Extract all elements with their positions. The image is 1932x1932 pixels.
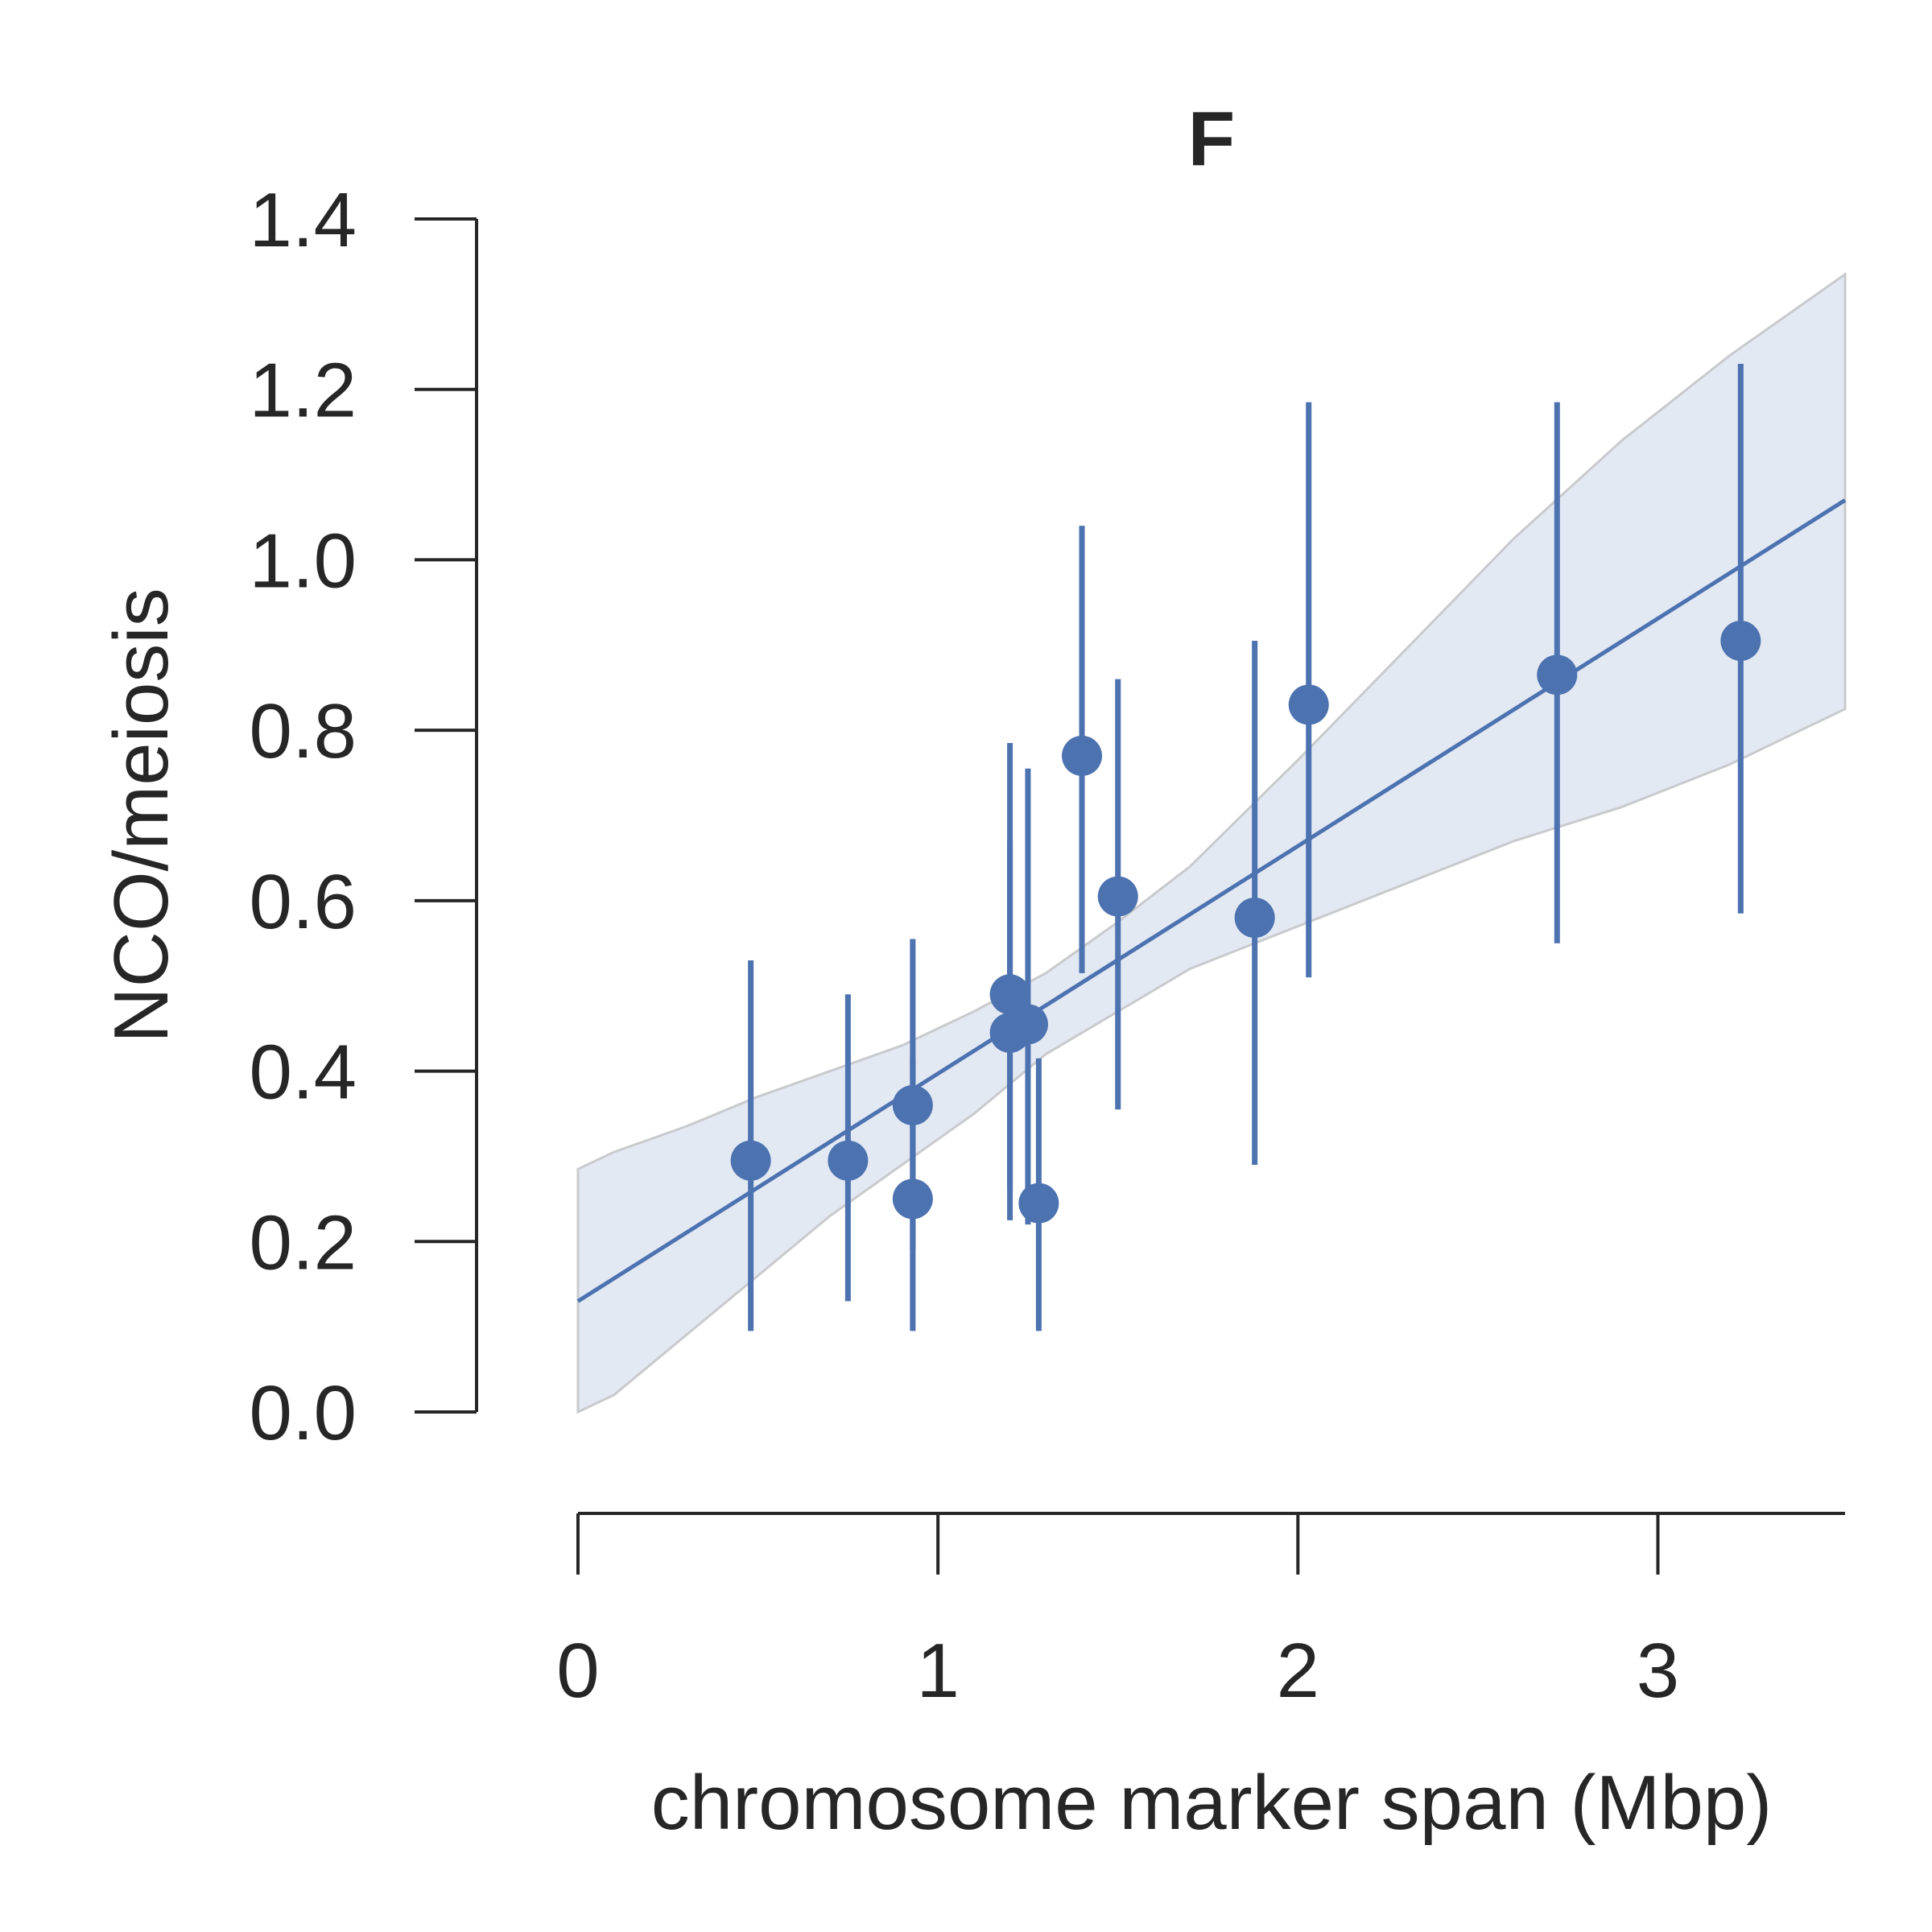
data-point-4 bbox=[892, 1179, 933, 1220]
y-tick-label: 1.4 bbox=[250, 177, 357, 263]
data-point-10 bbox=[1097, 876, 1138, 917]
y-tick-label: 0.4 bbox=[250, 1030, 357, 1116]
fit-line bbox=[576, 498, 1847, 1303]
x-tick-layer: 0 1 2 3 bbox=[556, 1513, 1679, 1714]
chart-title: F bbox=[1188, 96, 1236, 182]
x-tick-label: 3 bbox=[1637, 1628, 1679, 1714]
y-tick-label: 1.0 bbox=[250, 518, 357, 604]
data-point-3 bbox=[892, 1084, 933, 1125]
y-tick-label: 0.8 bbox=[250, 688, 357, 774]
y-tick-label: 1.2 bbox=[250, 348, 357, 434]
data-point-7 bbox=[1007, 1004, 1048, 1045]
y-tick-layer: 0.0 0.2 0.4 0.6 0.8 1.0 1.2 1.4 bbox=[250, 177, 477, 1456]
y-axis-title: NCO/meiosis bbox=[98, 588, 184, 1042]
x-tick-label: 0 bbox=[556, 1628, 599, 1714]
y-tick-label: 0.6 bbox=[250, 859, 357, 945]
data-point-1 bbox=[730, 1140, 771, 1181]
x-axis: 0 1 2 3 bbox=[556, 1512, 1845, 1714]
data-point-9 bbox=[1062, 735, 1103, 776]
data-point-2 bbox=[828, 1140, 869, 1181]
confidence-band-layer bbox=[576, 271, 1847, 1414]
data-point-13 bbox=[1537, 654, 1578, 696]
confidence-band bbox=[576, 271, 1847, 1414]
data-point-11 bbox=[1234, 898, 1275, 939]
x-axis-title: chromosome marker span (Mbp) bbox=[651, 1760, 1772, 1846]
fit-line-layer bbox=[576, 498, 1847, 1303]
y-tick-label: 0.0 bbox=[250, 1370, 357, 1456]
x-tick-label: 1 bbox=[916, 1628, 959, 1714]
data-point-12 bbox=[1288, 684, 1329, 725]
data-point-8 bbox=[1018, 1183, 1059, 1224]
y-tick-label: 0.2 bbox=[250, 1199, 357, 1286]
x-tick-label: 2 bbox=[1277, 1628, 1319, 1714]
data-point-5 bbox=[989, 974, 1030, 1015]
point-layer bbox=[730, 620, 1761, 1224]
plot-area bbox=[576, 271, 1847, 1414]
data-point-14 bbox=[1720, 620, 1761, 661]
y-axis: 0.0 0.2 0.4 0.6 0.8 1.0 1.2 1.4 bbox=[250, 177, 478, 1456]
